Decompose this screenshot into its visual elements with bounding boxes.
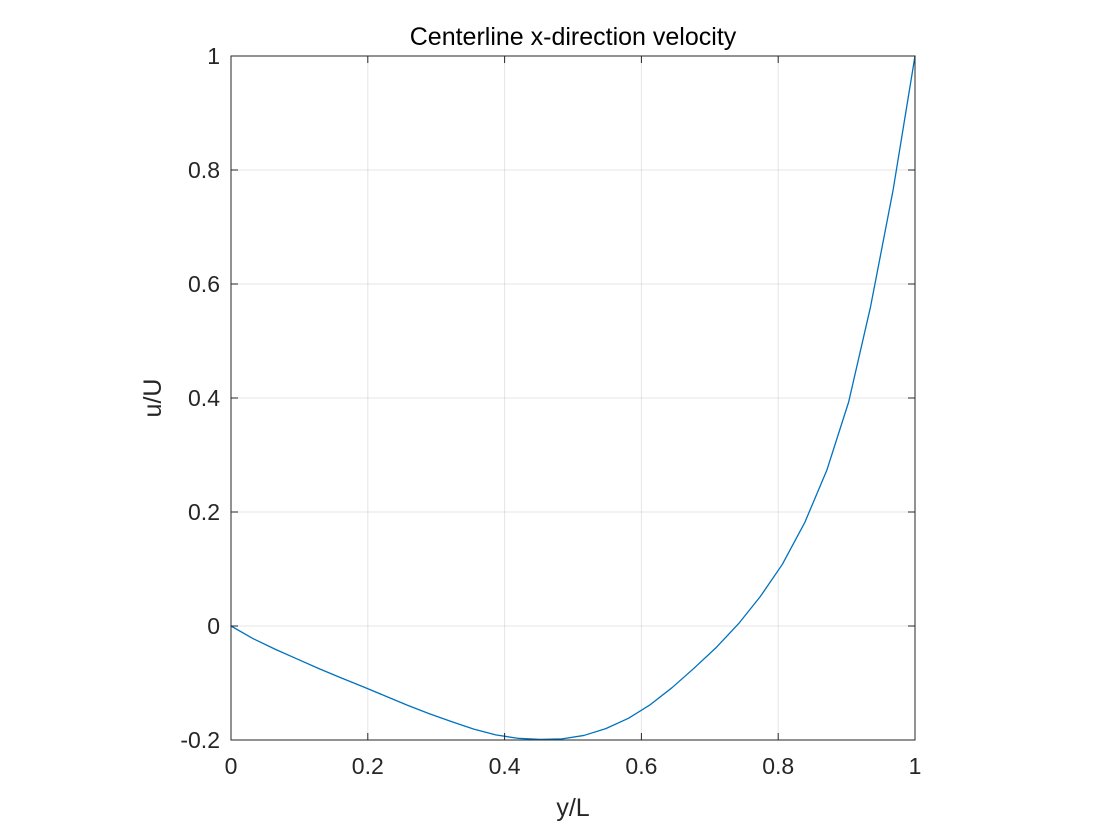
y-tick-label: 0.6 <box>188 271 220 297</box>
x-tick-label: 1 <box>909 753 922 779</box>
y-axis-label: u/U <box>139 379 167 418</box>
x-tick-label: 0.4 <box>489 753 521 779</box>
y-tick-label: 0 <box>207 613 220 639</box>
y-tick-label: 0.4 <box>188 385 220 411</box>
x-tick-label: 0.2 <box>352 753 384 779</box>
y-tick-label: -0.2 <box>180 727 220 753</box>
x-axis-label: y/L <box>556 794 589 822</box>
y-tick-label: 0.2 <box>188 499 220 525</box>
y-tick-label: 0.8 <box>188 157 220 183</box>
plot-area <box>231 56 915 740</box>
chart-title: Centerline x-direction velocity <box>410 23 737 51</box>
series-line <box>230 55 916 741</box>
x-tick-label: 0 <box>225 753 238 779</box>
ticks: 0 0.2 0.4 0.6 0.8 1-0.200.20.40.60.81 <box>180 43 921 779</box>
x-tick-label: 0.6 <box>625 753 657 779</box>
y-tick-label: 1 <box>207 43 220 69</box>
series-layer <box>230 55 916 741</box>
x-tick-label: 0.8 <box>762 753 794 779</box>
